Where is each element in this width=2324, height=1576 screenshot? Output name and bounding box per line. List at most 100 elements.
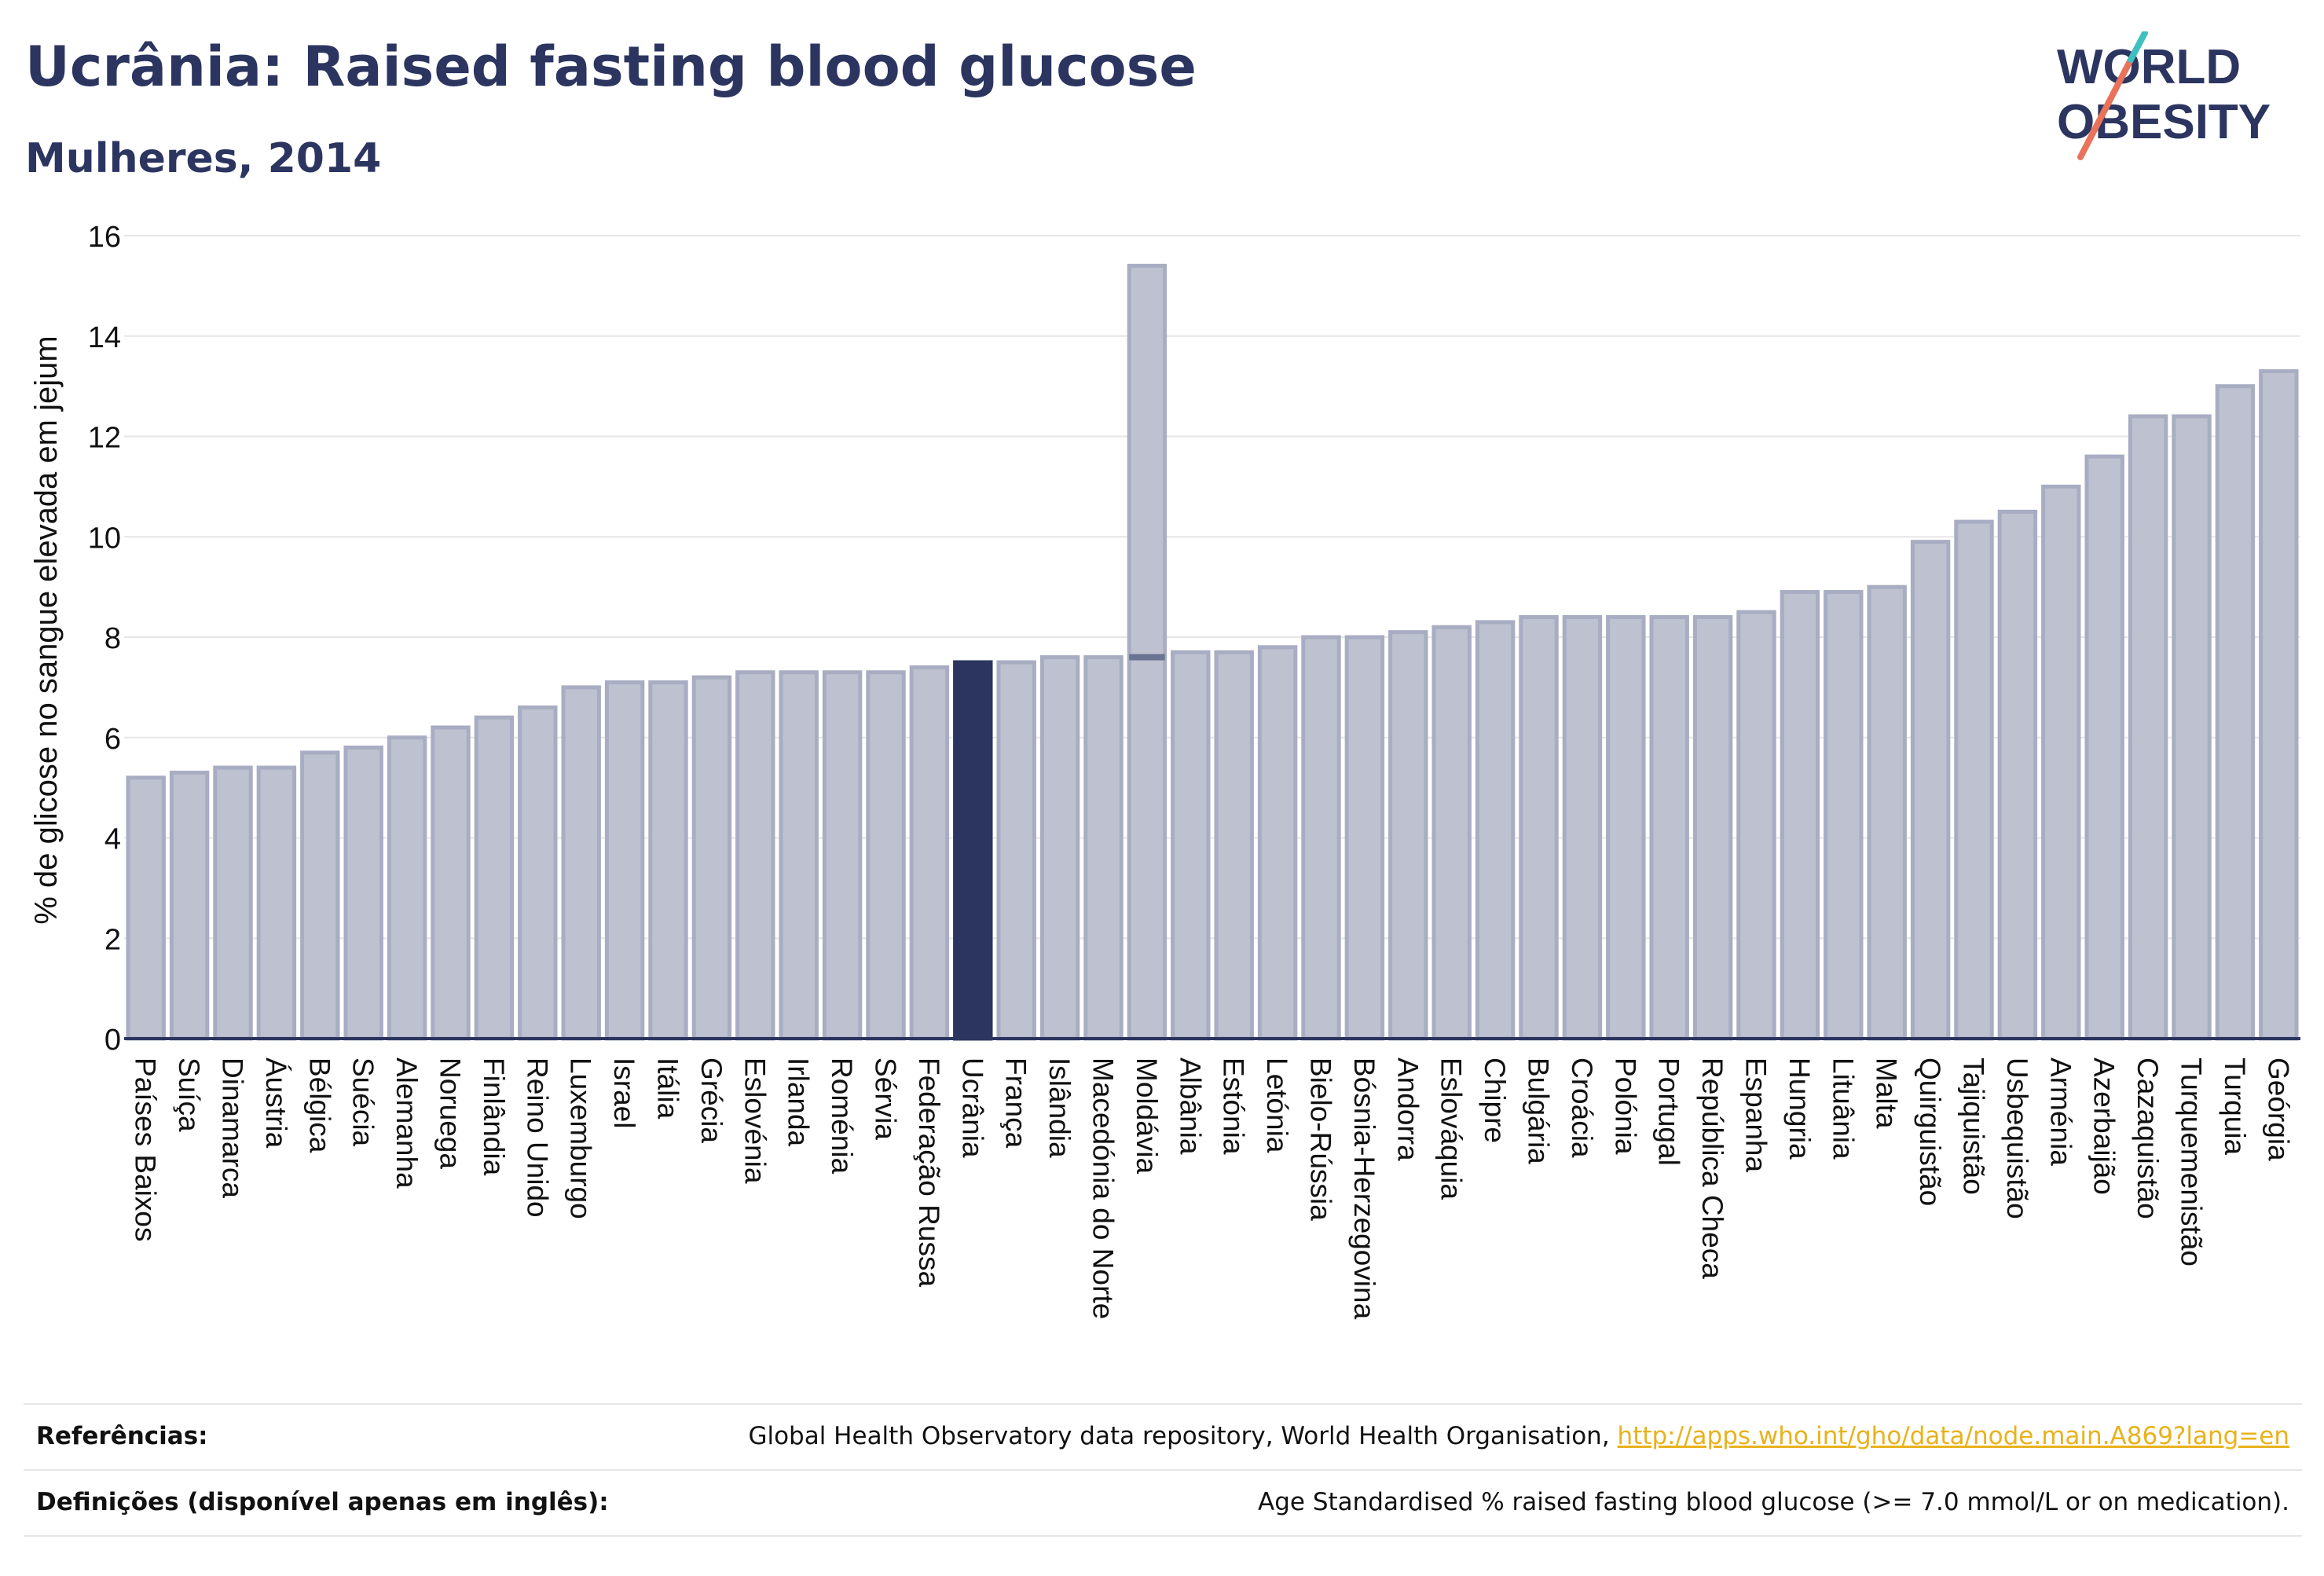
- bar: [300, 750, 340, 1041]
- x-tick-label: Irlanda: [783, 1057, 815, 1147]
- bar: [1344, 635, 1385, 1041]
- x-axis-labels: Países Baixos Suíça Dinamarca Áustria Bélgic…: [130, 1057, 2295, 1320]
- bar: [1562, 614, 1603, 1041]
- x-tick-label: Turquia: [2219, 1057, 2251, 1156]
- y-tick-label: 6: [104, 723, 121, 756]
- x-tick-label: Quirguistão: [1914, 1057, 1946, 1206]
- x-tick-label: Albânia: [1174, 1057, 1206, 1155]
- bar: [1954, 519, 1994, 1041]
- bar: [343, 746, 383, 1041]
- x-tick-label: Federação Russa: [913, 1057, 945, 1287]
- x-tick-label: Eslovénia: [739, 1057, 771, 1184]
- bar: [2215, 384, 2256, 1041]
- bar: [1214, 650, 1254, 1041]
- bar: [1649, 614, 1689, 1041]
- bar: [735, 670, 775, 1041]
- x-tick-label: Eslováquia: [1435, 1057, 1468, 1200]
- x-tick-label: Bulgária: [1523, 1057, 1555, 1164]
- x-tick-label: Chipre: [1479, 1057, 1511, 1143]
- definitions-text: Age Standardised % raised fasting blood …: [1258, 1488, 2289, 1516]
- y-tick-label: 10: [88, 522, 121, 555]
- bar: [1867, 585, 1907, 1041]
- bar: [1824, 590, 1864, 1041]
- x-tick-label: Bélgica: [303, 1057, 335, 1153]
- x-tick-label: Andorra: [1391, 1057, 1424, 1161]
- bar-highlight: [953, 660, 993, 1041]
- y-axis-ticks: 0 2 4 6 8 10 12 14 16: [88, 221, 121, 1057]
- bars: [124, 263, 2300, 1041]
- x-tick-label: Croácia: [1566, 1057, 1598, 1158]
- x-tick-label: Lituânia: [1827, 1057, 1859, 1160]
- bar: [2041, 484, 2081, 1041]
- x-tick-label: Suécia: [347, 1057, 379, 1147]
- bar: [1039, 655, 1080, 1041]
- bar: [1301, 635, 1341, 1041]
- bar: [1606, 614, 1646, 1041]
- x-tick-label: Arménia: [2044, 1057, 2077, 1166]
- bar: [822, 670, 863, 1041]
- bar: [431, 725, 471, 1041]
- x-tick-label: Áustria: [260, 1057, 292, 1149]
- y-tick-label: 14: [88, 321, 121, 354]
- bar-chart: 0 2 4 6 8 10 12 14 16 Países Baixos Suíça Dinamarc…: [29, 221, 2300, 1320]
- x-tick-label: Noruega: [434, 1057, 467, 1169]
- x-tick-label: Reino Unido: [521, 1057, 553, 1218]
- x-tick-label: Ucrânia: [956, 1057, 988, 1158]
- bar: [866, 670, 906, 1041]
- x-tick-label: Azerbaijão: [2088, 1057, 2121, 1195]
- bar: [1257, 645, 1298, 1041]
- references-link[interactable]: http://apps.who.int/gho/data/node.main.A…: [1617, 1422, 2289, 1450]
- x-tick-label: Finlândia: [478, 1057, 510, 1176]
- footer-divider: [24, 1535, 2302, 1537]
- x-tick-label: Moldávia: [1131, 1057, 1163, 1174]
- x-tick-label: Luxemburgo: [565, 1057, 597, 1219]
- bar: [474, 715, 515, 1041]
- x-tick-label: Itália: [652, 1057, 684, 1120]
- bar: [387, 735, 427, 1041]
- bar: [1997, 509, 2038, 1041]
- x-tick-label: Turquemenistão: [2176, 1057, 2208, 1266]
- references-row: Referências: Global Health Observatory d…: [24, 1403, 2302, 1471]
- bar: [1171, 650, 1211, 1041]
- x-tick-label: Geórgia: [2262, 1057, 2294, 1161]
- x-tick-label: Espanha: [1740, 1057, 1772, 1172]
- y-tick-label: 8: [104, 622, 121, 655]
- bar: [1083, 655, 1124, 1041]
- bar: [648, 680, 688, 1041]
- x-tick-label: Alemanha: [390, 1057, 423, 1189]
- x-tick-label: Cazaquistão: [2132, 1057, 2164, 1219]
- bar: [1519, 614, 1559, 1041]
- bar: [996, 660, 1036, 1041]
- bar: [2172, 414, 2212, 1041]
- bar: [2084, 454, 2124, 1041]
- x-tick-label: Usbequistão: [2001, 1057, 2033, 1219]
- logo-line1: WORLD: [2057, 40, 2241, 94]
- bar: [213, 765, 253, 1041]
- x-tick-label: França: [1000, 1057, 1032, 1149]
- bar: [1127, 263, 1167, 1041]
- x-tick-label: Portugal: [1653, 1057, 1685, 1166]
- x-tick-label: Dinamarca: [217, 1057, 249, 1198]
- x-tick-label: Bósnia-Herzegovina: [1348, 1057, 1380, 1320]
- bar: [1475, 620, 1516, 1041]
- bar: [1388, 630, 1428, 1041]
- definitions-label: Definições (disponível apenas em inglês)…: [36, 1488, 609, 1516]
- y-axis-label: % de glicose no sangue elevada em jejum: [29, 335, 64, 924]
- x-tick-label: Estónia: [1218, 1057, 1250, 1155]
- x-tick-label: Grécia: [695, 1057, 728, 1143]
- bar: [1692, 614, 1733, 1041]
- bar: [169, 770, 210, 1041]
- x-tick-label: Tajiquistão: [1958, 1057, 1990, 1195]
- x-tick-label: Hungria: [1783, 1057, 1816, 1160]
- bar: [779, 670, 819, 1041]
- y-tick-label: 2: [104, 923, 121, 956]
- x-tick-label: Roménia: [826, 1057, 858, 1174]
- bar: [604, 680, 645, 1041]
- y-tick-label: 4: [104, 823, 121, 856]
- bar: [256, 765, 297, 1041]
- bar: [1780, 590, 1820, 1041]
- references-text: Global Health Observatory data repositor…: [748, 1422, 1618, 1450]
- x-tick-label: Suíça: [173, 1057, 205, 1132]
- bar: [691, 675, 732, 1041]
- x-tick-label: Bielo-Rússia: [1305, 1057, 1337, 1221]
